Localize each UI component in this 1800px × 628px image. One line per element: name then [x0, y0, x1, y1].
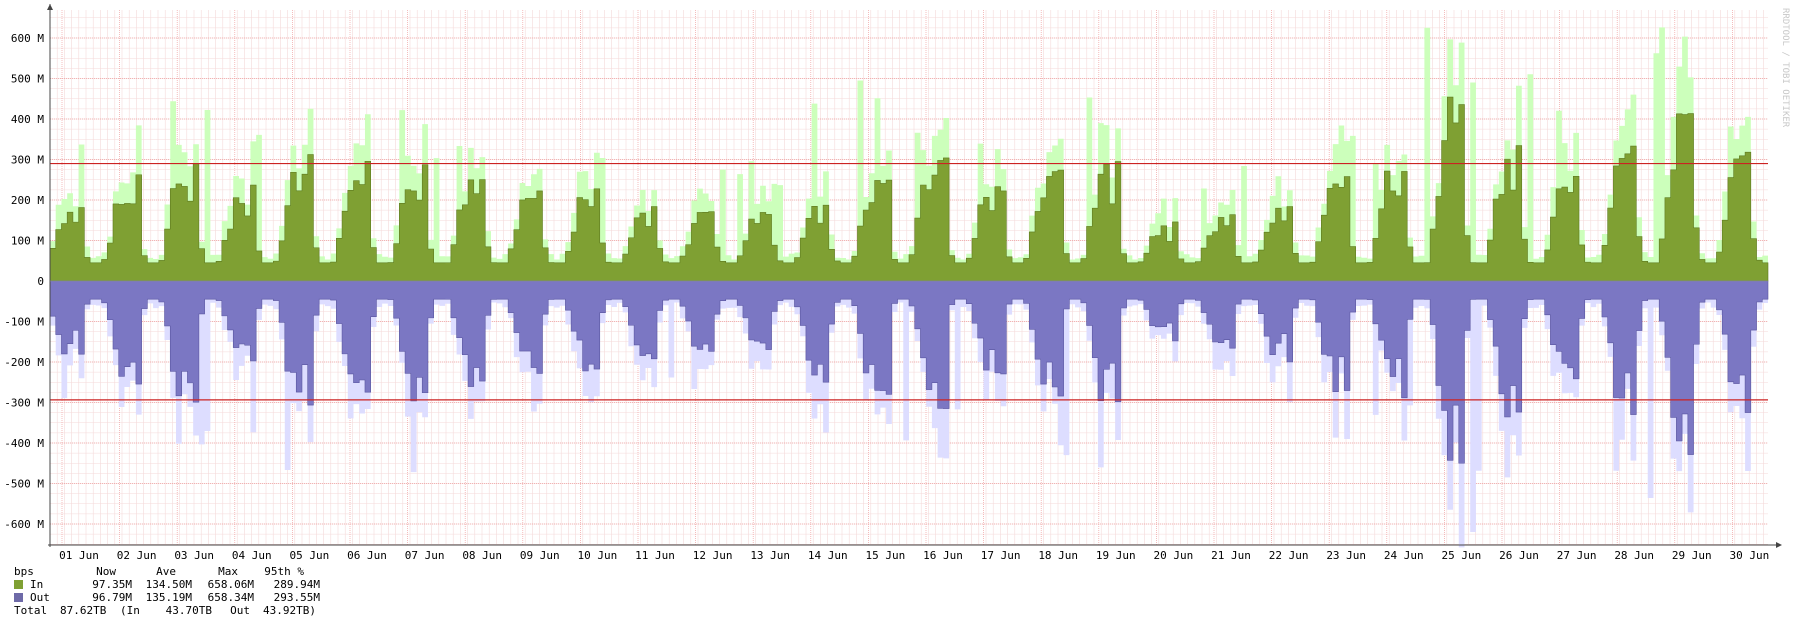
y-tick-label: 600 M	[11, 32, 44, 45]
x-tick-label: 29 Jun	[1672, 549, 1712, 560]
legend-header-ave: Ave	[156, 565, 176, 578]
x-tick-label: 27 Jun	[1557, 549, 1597, 560]
out-average-area	[49, 280, 1769, 464]
legend-p95-in: 289.94M	[273, 578, 320, 591]
y-tick-label: -400 M	[4, 437, 44, 450]
y-tick-label: 500 M	[11, 73, 44, 86]
x-axis-arrow	[1776, 542, 1782, 548]
legend-swatch-in	[14, 578, 30, 591]
x-tick-label: 21 Jun	[1211, 549, 1251, 560]
x-tick-label: 26 Jun	[1499, 549, 1539, 560]
y-tick-label: -600 M	[4, 518, 44, 531]
legend-total-value: 87.62TB	[60, 604, 107, 617]
x-tick-label: 22 Jun	[1269, 549, 1309, 560]
legend-ave-out: 135.19M	[145, 591, 192, 604]
y-axis-labels: 600 M 500 M 400 M 300 M 200 M 100 M 0 -100 M -20…	[4, 32, 44, 531]
axes	[47, 4, 1782, 548]
x-tick-label: 14 Jun	[808, 549, 848, 560]
watermark-text: RRDTOOL / TOBI OETIKER	[1780, 8, 1790, 128]
legend-ave-in: 134.50M	[145, 578, 192, 591]
legend-header-max: Max	[218, 565, 238, 578]
x-tick-label: 11 Jun	[635, 549, 675, 560]
in-average-area	[49, 96, 1769, 282]
x-tick-label: 05 Jun	[290, 549, 330, 560]
legend-header-95th: 95th %	[264, 565, 304, 578]
percentile-95-lines	[50, 162, 1768, 401]
x-tick-label: 03 Jun	[174, 549, 214, 560]
y-tick-label: -500 M	[4, 478, 44, 491]
legend-p95-out: 293.55M	[273, 591, 320, 604]
x-tick-label: 19 Jun	[1096, 549, 1136, 560]
x-tick-label: 17 Jun	[981, 549, 1021, 560]
data-areas	[49, 27, 1769, 548]
legend-row-in: In 97.35M 134.50M 658.06M 289.94M	[14, 578, 320, 591]
y-tick-label: 0	[37, 275, 44, 288]
legend-total-out-label: Out	[230, 604, 250, 617]
legend-total-in-value: 43.70TB	[165, 604, 212, 617]
x-tick-label: 24 Jun	[1384, 549, 1424, 560]
legend: bps Now Ave Max 95th % In 97.35M 134.50M…	[14, 565, 320, 617]
x-tick-label: 09 Jun	[520, 549, 560, 560]
x-tick-label: 16 Jun	[923, 549, 963, 560]
x-tick-label: 25 Jun	[1442, 549, 1482, 560]
x-tick-label: 18 Jun	[1038, 549, 1078, 560]
x-axis-labels: 01 Jun 02 Jun 03 Jun 04 Jun 05 Jun 06 Jun 07 J…	[59, 549, 1769, 560]
legend-total-label: Total	[14, 604, 48, 617]
legend-total-out-value: 43.92TB)	[263, 604, 316, 617]
traffic-chart: 600 M 500 M 400 M 300 M 200 M 100 M 0 -100 M -20…	[4, 4, 1790, 560]
y-tick-label: 300 M	[11, 154, 44, 167]
x-tick-label: 06 Jun	[347, 549, 387, 560]
x-tick-label: 28 Jun	[1614, 549, 1654, 560]
y-tick-label: -200 M	[4, 356, 44, 369]
x-tick-label: 20 Jun	[1154, 549, 1194, 560]
legend-header-now: Now	[96, 565, 116, 578]
legend-row-total: Total 87.62TB (In 43.70TB Out 43.92TB)	[14, 604, 320, 617]
x-tick-label: 30 Jun	[1730, 549, 1770, 560]
legend-label-out: Out	[30, 591, 50, 604]
y-tick-label: 400 M	[11, 113, 44, 126]
legend-now-in: 97.35M	[92, 578, 132, 591]
x-tick-label: 01 Jun	[59, 549, 99, 560]
x-tick-label: 15 Jun	[866, 549, 906, 560]
legend-header-row: bps Now Ave Max 95th %	[14, 565, 320, 578]
x-tick-label: 13 Jun	[750, 549, 790, 560]
x-tick-label: 07 Jun	[405, 549, 445, 560]
legend-swatch-out	[14, 591, 30, 604]
legend-row-out: Out 96.79M 135.19M 658.34M 293.55M	[14, 591, 320, 604]
y-axis-arrow	[47, 4, 53, 10]
y-tick-label: -100 M	[4, 316, 44, 329]
x-tick-label: 10 Jun	[578, 549, 618, 560]
legend-label-in: In	[30, 578, 44, 591]
y-tick-label: 100 M	[11, 235, 44, 248]
x-tick-label: 04 Jun	[232, 549, 272, 560]
x-tick-label: 02 Jun	[117, 549, 157, 560]
legend-now-out: 96.79M	[92, 591, 132, 604]
legend-max-out: 658.34M	[207, 591, 254, 604]
legend-unit: bps	[14, 565, 34, 578]
y-tick-label: 200 M	[11, 194, 44, 207]
legend-max-in: 658.06M	[207, 578, 254, 591]
x-tick-label: 12 Jun	[693, 549, 733, 560]
legend-total-in-label: (In	[120, 604, 140, 617]
x-tick-label: 23 Jun	[1326, 549, 1366, 560]
y-tick-label: -300 M	[4, 397, 44, 410]
x-tick-label: 08 Jun	[462, 549, 502, 560]
